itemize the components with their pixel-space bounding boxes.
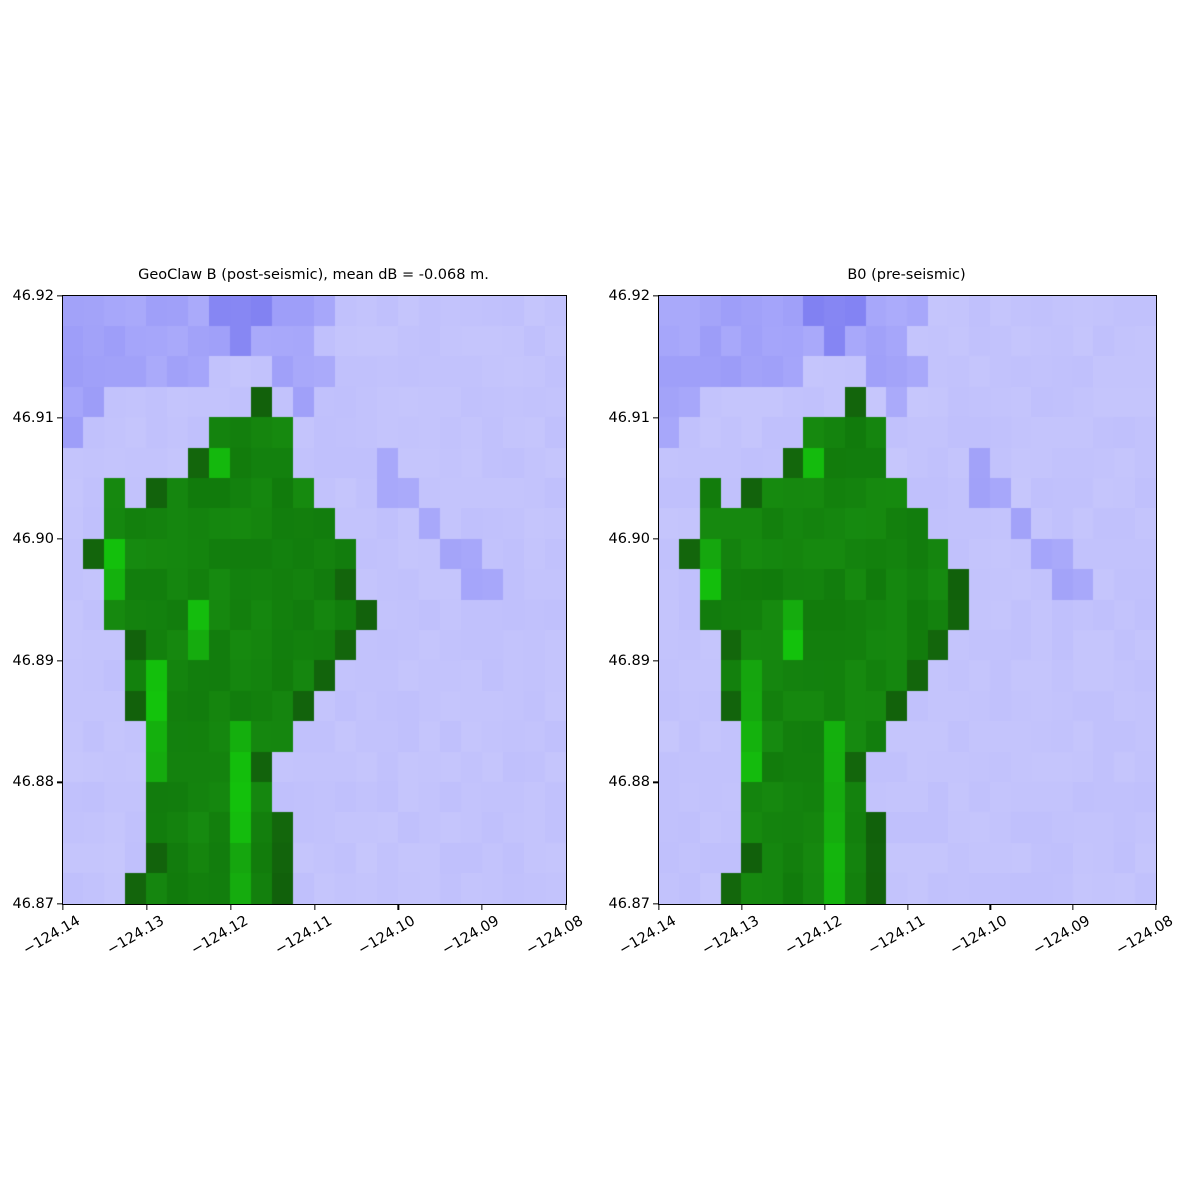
xtick-label: −124.08 xyxy=(523,913,586,959)
ytick-label: 46.92 xyxy=(12,288,54,304)
xtick-label: −124.14 xyxy=(616,913,679,959)
xtick-label: −124.13 xyxy=(699,913,762,959)
xtick-label: −124.11 xyxy=(865,913,928,959)
ytick-mark xyxy=(57,295,63,297)
xtick-mark xyxy=(313,904,316,910)
xtick-mark xyxy=(230,904,232,910)
xtick-mark xyxy=(565,904,567,910)
xtick-mark xyxy=(397,904,399,910)
ytick-label: 46.87 xyxy=(608,896,650,912)
ytick-label: 46.90 xyxy=(12,531,54,548)
xtick-mark xyxy=(989,904,991,910)
panel-post-seismic: GeoClaw B (post-seismic), mean dB = -0.0… xyxy=(12,267,586,958)
xtick-label: −124.10 xyxy=(947,913,1011,959)
panel-title-post-seismic: GeoClaw B (post-seismic), mean dB = -0.0… xyxy=(138,267,489,283)
xtick-mark xyxy=(62,904,64,910)
ytick-mark xyxy=(653,538,659,540)
xtick-label: −124.13 xyxy=(104,913,167,959)
ytick-mark xyxy=(57,903,63,905)
ytick-mark xyxy=(57,660,63,662)
ytick-mark xyxy=(57,538,63,540)
xtick-mark xyxy=(1155,904,1157,910)
xtick-label: −124.14 xyxy=(20,913,83,959)
ytick-label: 46.90 xyxy=(608,531,650,548)
ytick-label: 46.92 xyxy=(608,288,650,304)
panel-title-pre-seismic: B0 (pre-seismic) xyxy=(847,267,966,283)
xtick-mark xyxy=(481,904,483,910)
axes-frame-post-seismic: 46.92 46.91 46.90 46.89 46.88 46.87 −124.14 −12… xyxy=(12,288,586,958)
ytick-mark xyxy=(57,416,63,419)
xtick-label: −124.12 xyxy=(782,913,845,959)
axes-frame-pre-seismic: 46.92 46.91 46.90 46.89 46.88 46.87 −124.14 −12… xyxy=(608,288,1176,958)
ytick-mark xyxy=(653,416,659,419)
xtick-mark xyxy=(824,904,826,910)
ytick-mark xyxy=(57,781,63,784)
ytick-label: 46.88 xyxy=(608,774,650,791)
ytick-label: 46.88 xyxy=(12,774,54,791)
panel-pre-seismic: B0 (pre-seismic) 46.92 46.91 46.90 46.89 46.… xyxy=(608,267,1176,958)
xtick-mark xyxy=(741,904,743,910)
xtick-mark xyxy=(658,904,660,910)
ytick-label: 46.89 xyxy=(608,652,650,669)
ytick-mark xyxy=(653,903,659,905)
topography-heatmap-post-seismic xyxy=(63,296,566,904)
xtick-mark xyxy=(1072,904,1074,910)
ytick-mark xyxy=(653,660,659,662)
xtick-mark xyxy=(146,904,148,910)
ytick-label: 46.91 xyxy=(608,409,650,426)
xtick-label: −124.11 xyxy=(272,913,335,959)
xtick-label: −124.10 xyxy=(355,913,419,959)
ytick-label: 46.91 xyxy=(12,409,54,426)
topography-heatmap-pre-seismic xyxy=(659,296,1156,904)
xtick-label: −124.09 xyxy=(439,913,503,959)
ytick-mark xyxy=(653,295,659,297)
xtick-label: −124.08 xyxy=(1113,913,1176,959)
xtick-label: −124.09 xyxy=(1030,913,1094,959)
ytick-mark xyxy=(653,781,659,784)
xtick-mark xyxy=(906,904,909,910)
xtick-label: −124.12 xyxy=(188,913,251,959)
ytick-label: 46.87 xyxy=(12,896,54,912)
ytick-label: 46.89 xyxy=(12,652,54,669)
